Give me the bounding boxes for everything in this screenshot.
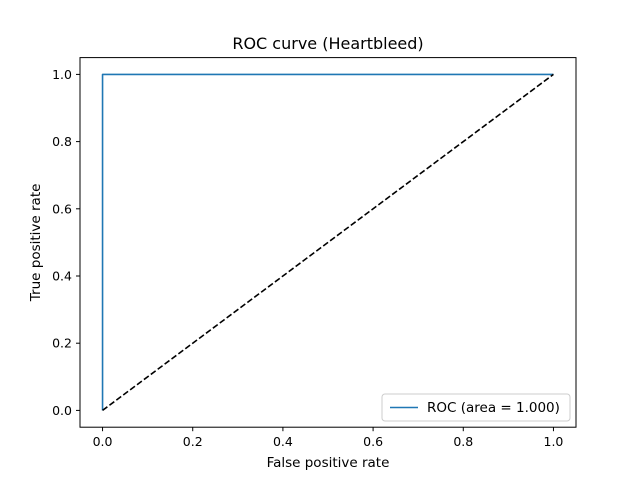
x-tick-label: 0.2 bbox=[183, 434, 203, 449]
y-tick-label: 0.8 bbox=[52, 134, 72, 149]
y-tick-label: 0.0 bbox=[52, 403, 72, 418]
chart-title: ROC curve (Heartbleed) bbox=[232, 34, 423, 53]
series-layer bbox=[101, 73, 554, 412]
x-tick-label: 0.0 bbox=[93, 434, 113, 449]
x-tick-label: 0.8 bbox=[453, 434, 473, 449]
y-tick-label: 0.4 bbox=[52, 269, 72, 284]
x-tick-label: 1.0 bbox=[544, 434, 564, 449]
y-axis-label: True positive rate bbox=[28, 184, 44, 303]
plot-frame bbox=[79, 57, 577, 428]
legend-label-roc: ROC (area = 1.000) bbox=[427, 400, 560, 416]
y-axis-ticks: 0.0 0.2 0.4 0.6 0.8 1.0 bbox=[52, 67, 80, 418]
x-axis-ticks: 0.0 0.2 0.4 0.6 0.8 1.0 bbox=[93, 427, 564, 449]
y-tick-label: 0.2 bbox=[52, 336, 72, 351]
y-tick-label: 0.6 bbox=[52, 201, 72, 216]
y-tick-label: 1.0 bbox=[52, 67, 72, 82]
legend-box bbox=[381, 393, 571, 422]
reference-diagonal-line bbox=[102, 73, 554, 412]
x-tick-label: 0.4 bbox=[273, 434, 293, 449]
x-axis-label: False positive rate bbox=[267, 455, 390, 471]
roc-series-line bbox=[101, 73, 554, 411]
x-tick-label: 0.6 bbox=[363, 434, 383, 449]
legend: ROC (area = 1.000) bbox=[381, 393, 571, 422]
